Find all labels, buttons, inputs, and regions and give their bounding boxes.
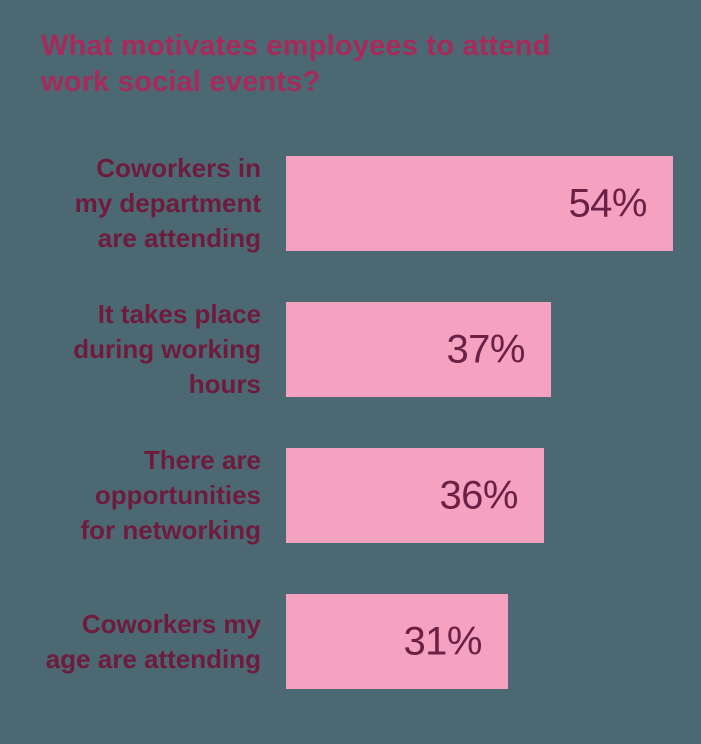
category-label-coworkers-age: Coworkers my age are attending — [45, 608, 261, 674]
value-label-coworkers-department: 54% — [568, 181, 647, 225]
bar-chart-area: Coworkers in my department are attending… — [0, 153, 701, 689]
bar-coworkers-age: 31% — [286, 594, 508, 689]
category-label-coworkers-department: Coworkers in my department are attending — [74, 153, 261, 253]
value-label-coworkers-age: 31% — [403, 619, 482, 663]
bar-row-coworkers-department: Coworkers in my department are attending… — [0, 153, 701, 253]
chart-title: What motivates employees to attend work … — [41, 30, 551, 98]
bar-row-working-hours: It takes place during working hours 37% — [0, 299, 701, 399]
category-label-networking: There are opportunities for networking — [80, 445, 261, 545]
bar-working-hours: 37% — [286, 302, 551, 397]
category-label-working-hours: It takes place during working hours — [73, 299, 261, 399]
value-label-networking: 36% — [439, 473, 518, 517]
value-label-working-hours: 37% — [446, 327, 525, 371]
bar-row-networking: There are opportunities for networking 3… — [0, 445, 701, 545]
bar-coworkers-department: 54% — [286, 156, 673, 251]
bar-row-coworkers-age: Coworkers my age are attending 31% — [0, 594, 701, 689]
bar-networking: 36% — [286, 448, 544, 543]
